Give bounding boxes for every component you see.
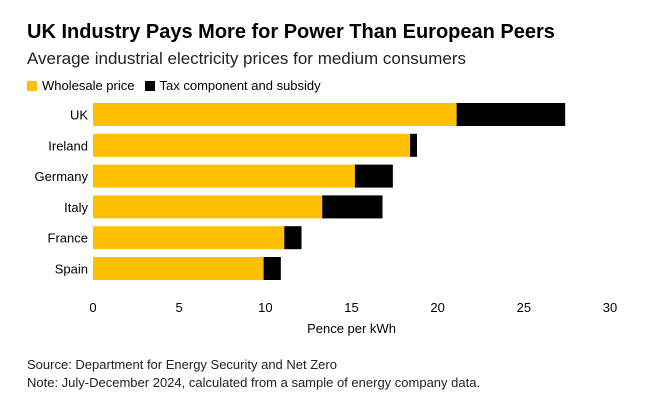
- bar-spain-tax: [263, 257, 281, 280]
- legend-swatch-wholesale: [27, 80, 37, 91]
- x-tick-label-20: 20: [430, 300, 444, 315]
- x-tick-label-5: 5: [176, 300, 183, 315]
- legend-swatch-tax: [144, 80, 155, 91]
- bar-germany-wholesale: [93, 164, 355, 188]
- x-tick-label-30: 30: [603, 300, 617, 315]
- legend-item-tax: Tax component and subsidy: [144, 78, 321, 93]
- chart-subtitle: Average industrial electricity prices fo…: [27, 49, 467, 68]
- x-tick-label-15: 15: [344, 300, 358, 315]
- legend-label-tax: Tax component and subsidy: [159, 78, 321, 93]
- x-tick-label-0: 0: [89, 300, 96, 315]
- bar-italy-tax: [322, 195, 383, 219]
- bar-uk-tax: [456, 103, 566, 126]
- category-label-france: France: [48, 231, 88, 246]
- x-tick-label-25: 25: [517, 300, 531, 315]
- bar-italy-wholesale: [93, 195, 323, 219]
- category-label-ireland: Ireland: [48, 138, 88, 153]
- bar-uk-wholesale: [93, 103, 457, 126]
- chart-title: UK Industry Pays More for Power Than Eur…: [27, 21, 555, 43]
- bar-spain-wholesale: [93, 257, 264, 280]
- bar-france-wholesale: [93, 226, 285, 250]
- legend-label-wholesale: Wholesale price: [42, 78, 135, 93]
- footnote: Note: July-December 2024, calculated fro…: [27, 375, 481, 390]
- category-label-spain: Spain: [55, 262, 88, 277]
- x-axis-title: Pence per kWh: [307, 321, 396, 336]
- legend-item-wholesale: Wholesale price: [27, 78, 135, 93]
- chart-legend: Wholesale price Tax component and subsid…: [27, 78, 331, 93]
- category-label-italy: Italy: [64, 200, 88, 215]
- bar-france-tax: [284, 226, 302, 250]
- source-note: Source: Department for Energy Security a…: [27, 357, 337, 372]
- bar-ireland-wholesale: [93, 133, 411, 157]
- x-tick-label-10: 10: [258, 300, 272, 315]
- bar-ireland-tax: [410, 133, 417, 157]
- category-label-germany: Germany: [35, 169, 89, 184]
- bar-germany-tax: [354, 164, 393, 188]
- category-label-uk: UK: [70, 108, 88, 123]
